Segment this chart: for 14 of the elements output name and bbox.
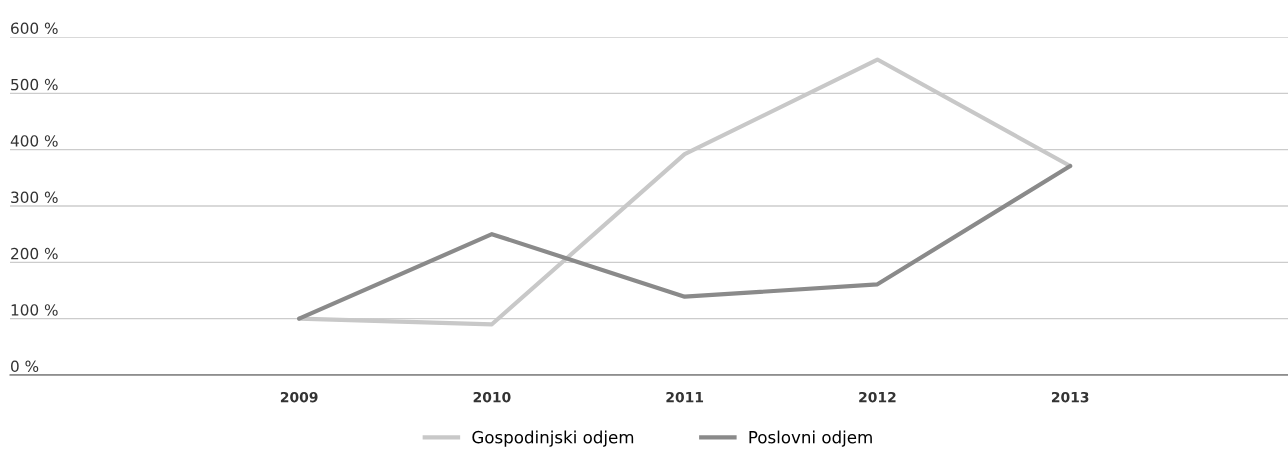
y-tick-label: 400 % bbox=[10, 135, 58, 147]
legend-label: Gospodinjski odjem bbox=[472, 430, 634, 447]
y-tick-label: 200 % bbox=[11, 247, 58, 260]
x-tick-label: 2013 bbox=[1051, 391, 1089, 403]
x-tick-label: 2010 bbox=[473, 391, 511, 403]
y-tick-label: 600 % bbox=[11, 22, 58, 35]
y-tick-label: 300 % bbox=[11, 191, 58, 204]
y-tick-label: 100 % bbox=[11, 304, 58, 316]
x-tick-label: 2012 bbox=[859, 391, 896, 403]
y-tick-label: 0 % bbox=[11, 360, 39, 373]
x-tick-label: 2009 bbox=[280, 391, 318, 403]
y-tick-label: 500 % bbox=[11, 78, 58, 91]
legend-label: Poslovni odjem bbox=[749, 430, 872, 447]
x-tick-label: 2011 bbox=[666, 391, 704, 403]
